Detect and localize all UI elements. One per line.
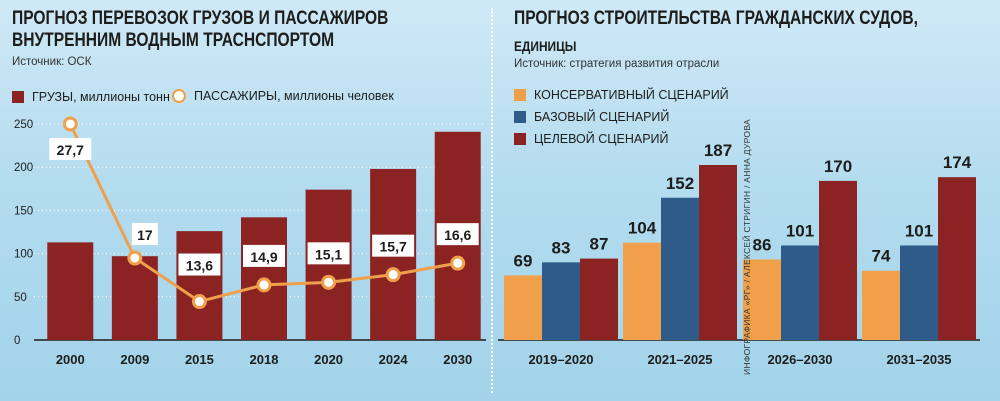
passengers-data-label: 14,9 (250, 249, 277, 265)
scenario-bar (862, 270, 900, 340)
right-chart-subtitle: единицы (514, 38, 577, 54)
passengers-point (127, 250, 143, 266)
right-source: Источник: стратегия развития отрасли (514, 58, 720, 70)
passengers-point (450, 255, 466, 271)
left-xtick-label: 2000 (56, 352, 85, 367)
left-ytick-label: 250 (14, 119, 33, 131)
passengers-label-box (243, 244, 285, 267)
passengers-data-label: 15,1 (315, 246, 342, 262)
right-xtick-label: 2031–2035 (886, 352, 951, 367)
panel-divider (491, 8, 494, 393)
passengers-data-label: 17 (137, 227, 153, 243)
cargo-bar (305, 189, 352, 340)
right-xtick-label: 2026–2030 (767, 352, 832, 367)
scenario-data-label: 174 (943, 153, 972, 172)
scenario-data-label: 170 (824, 157, 852, 176)
left-ytick-label: 50 (14, 292, 27, 304)
cargo-passenger-panel: ПРОГНОЗ ПЕРЕВОЗОК ГРУЗОВ И ПАССАЖИРОВ ВН… (0, 0, 490, 401)
scenario-data-label: 87 (590, 235, 609, 254)
passengers-point (385, 267, 401, 283)
scenario-data-label: 69 (514, 251, 533, 270)
legend-target: ЦЕЛЕВОЙ СЦЕНАРИЙ (514, 132, 669, 146)
legend-base: БАЗОВЫЙ СЦЕНАРИЙ (514, 110, 669, 124)
right-xtick-label: 2019–2020 (528, 352, 593, 367)
legend-passengers-label: ПАССАЖИРЫ, миллионы человек (194, 89, 394, 103)
passengers-point (191, 294, 207, 310)
left-ytick-label: 200 (14, 162, 33, 174)
passengers-label-box (307, 242, 350, 265)
conservative-swatch-icon (514, 89, 526, 101)
passengers-label-box (436, 223, 479, 246)
cargo-bar (176, 231, 223, 340)
right-xtick-label: 2021–2025 (647, 352, 712, 367)
right-chart-title: ПРОГНОЗ СТРОИТЕЛЬСТВА ГРАЖДАНСКИХ СУДОВ, (514, 8, 918, 29)
left-xtick-label: 2009 (120, 352, 149, 367)
legend-cargo: ГРУЗЫ, миллионы тонн (12, 90, 170, 104)
passengers-point (321, 274, 337, 290)
passengers-point (256, 277, 272, 293)
passengers-label-box (178, 253, 221, 276)
legend-cargo-label: ГРУЗЫ, миллионы тонн (32, 90, 170, 104)
base-swatch-icon (514, 111, 526, 123)
cargo-swatch-icon (12, 91, 24, 103)
scenario-data-label: 74 (872, 247, 891, 266)
scenario-bar (580, 258, 618, 340)
passengers-data-label: 13,6 (186, 258, 213, 274)
left-title-line1: ПРОГНОЗ ПЕРЕВОЗОК ГРУЗОВ И ПАССАЖИРОВ (12, 8, 389, 29)
scenario-bar (623, 242, 661, 340)
scenario-data-label: 152 (666, 174, 694, 193)
scenario-bar (900, 245, 938, 340)
scenario-data-label: 83 (552, 238, 571, 257)
legend-base-label: БАЗОВЫЙ СЦЕНАРИЙ (534, 110, 670, 124)
scenario-bar (819, 180, 857, 340)
scenario-bar (699, 165, 737, 340)
scenario-data-label: 101 (905, 221, 933, 240)
scenario-data-label: 101 (786, 221, 814, 240)
legend-conservative-label: КОНСЕРВАТИВНЫЙ СЦЕНАРИЙ (534, 88, 729, 102)
legend-passengers: ПАССАЖИРЫ, миллионы человек (172, 89, 394, 103)
left-xtick-label: 2024 (379, 352, 409, 367)
passengers-label-box (131, 223, 158, 246)
scenario-bar (938, 177, 976, 340)
scenario-bar (661, 197, 699, 340)
left-xtick-label: 2018 (250, 352, 279, 367)
left-source: Источник: ОСК (12, 56, 92, 68)
scenario-bar (504, 275, 542, 340)
left-ytick-label: 150 (14, 205, 33, 217)
left-chart-title: ПРОГНОЗ ПЕРЕВОЗОК ГРУЗОВ И ПАССАЖИРОВ ВН… (12, 8, 388, 52)
left-ytick-label: 100 (14, 249, 33, 261)
scenario-bar (781, 245, 819, 340)
passengers-label-box (372, 234, 415, 257)
scenario-data-label: 104 (628, 219, 657, 238)
passengers-data-label: 15,7 (380, 239, 407, 255)
left-xtick-label: 2020 (314, 352, 343, 367)
passengers-data-label: 27,7 (57, 142, 84, 158)
scenario-bar (542, 262, 580, 340)
credit-text: ИНФОГРАФИКА «РГ» / АЛЕКСЕЙ СТРИГИН / АНН… (742, 119, 752, 375)
scenario-data-label: 187 (704, 141, 732, 160)
legend-conservative: КОНСЕРВАТИВНЫЙ СЦЕНАРИЙ (514, 88, 729, 102)
left-ytick-label: 0 (14, 335, 20, 347)
passengers-point (62, 116, 78, 132)
scenario-data-label: 86 (753, 236, 772, 255)
left-xtick-label: 2030 (443, 352, 472, 367)
passengers-marker-icon (172, 89, 186, 103)
legend-target-label: ЦЕЛЕВОЙ СЦЕНАРИЙ (534, 132, 669, 146)
passengers-label-box (49, 138, 92, 160)
scenario-bar (743, 259, 781, 340)
cargo-bar (47, 242, 94, 340)
left-xtick-label: 2015 (185, 352, 214, 367)
target-swatch-icon (514, 133, 526, 145)
shipbuilding-panel: ПРОГНОЗ СТРОИТЕЛЬСТВА ГРАЖДАНСКИХ СУДОВ,… (494, 0, 984, 401)
passengers-data-label: 16,6 (444, 227, 471, 243)
left-title-line2: ВНУТРЕННИМ ВОДНЫМ ТРАСНСПОРТОМ (12, 30, 335, 51)
